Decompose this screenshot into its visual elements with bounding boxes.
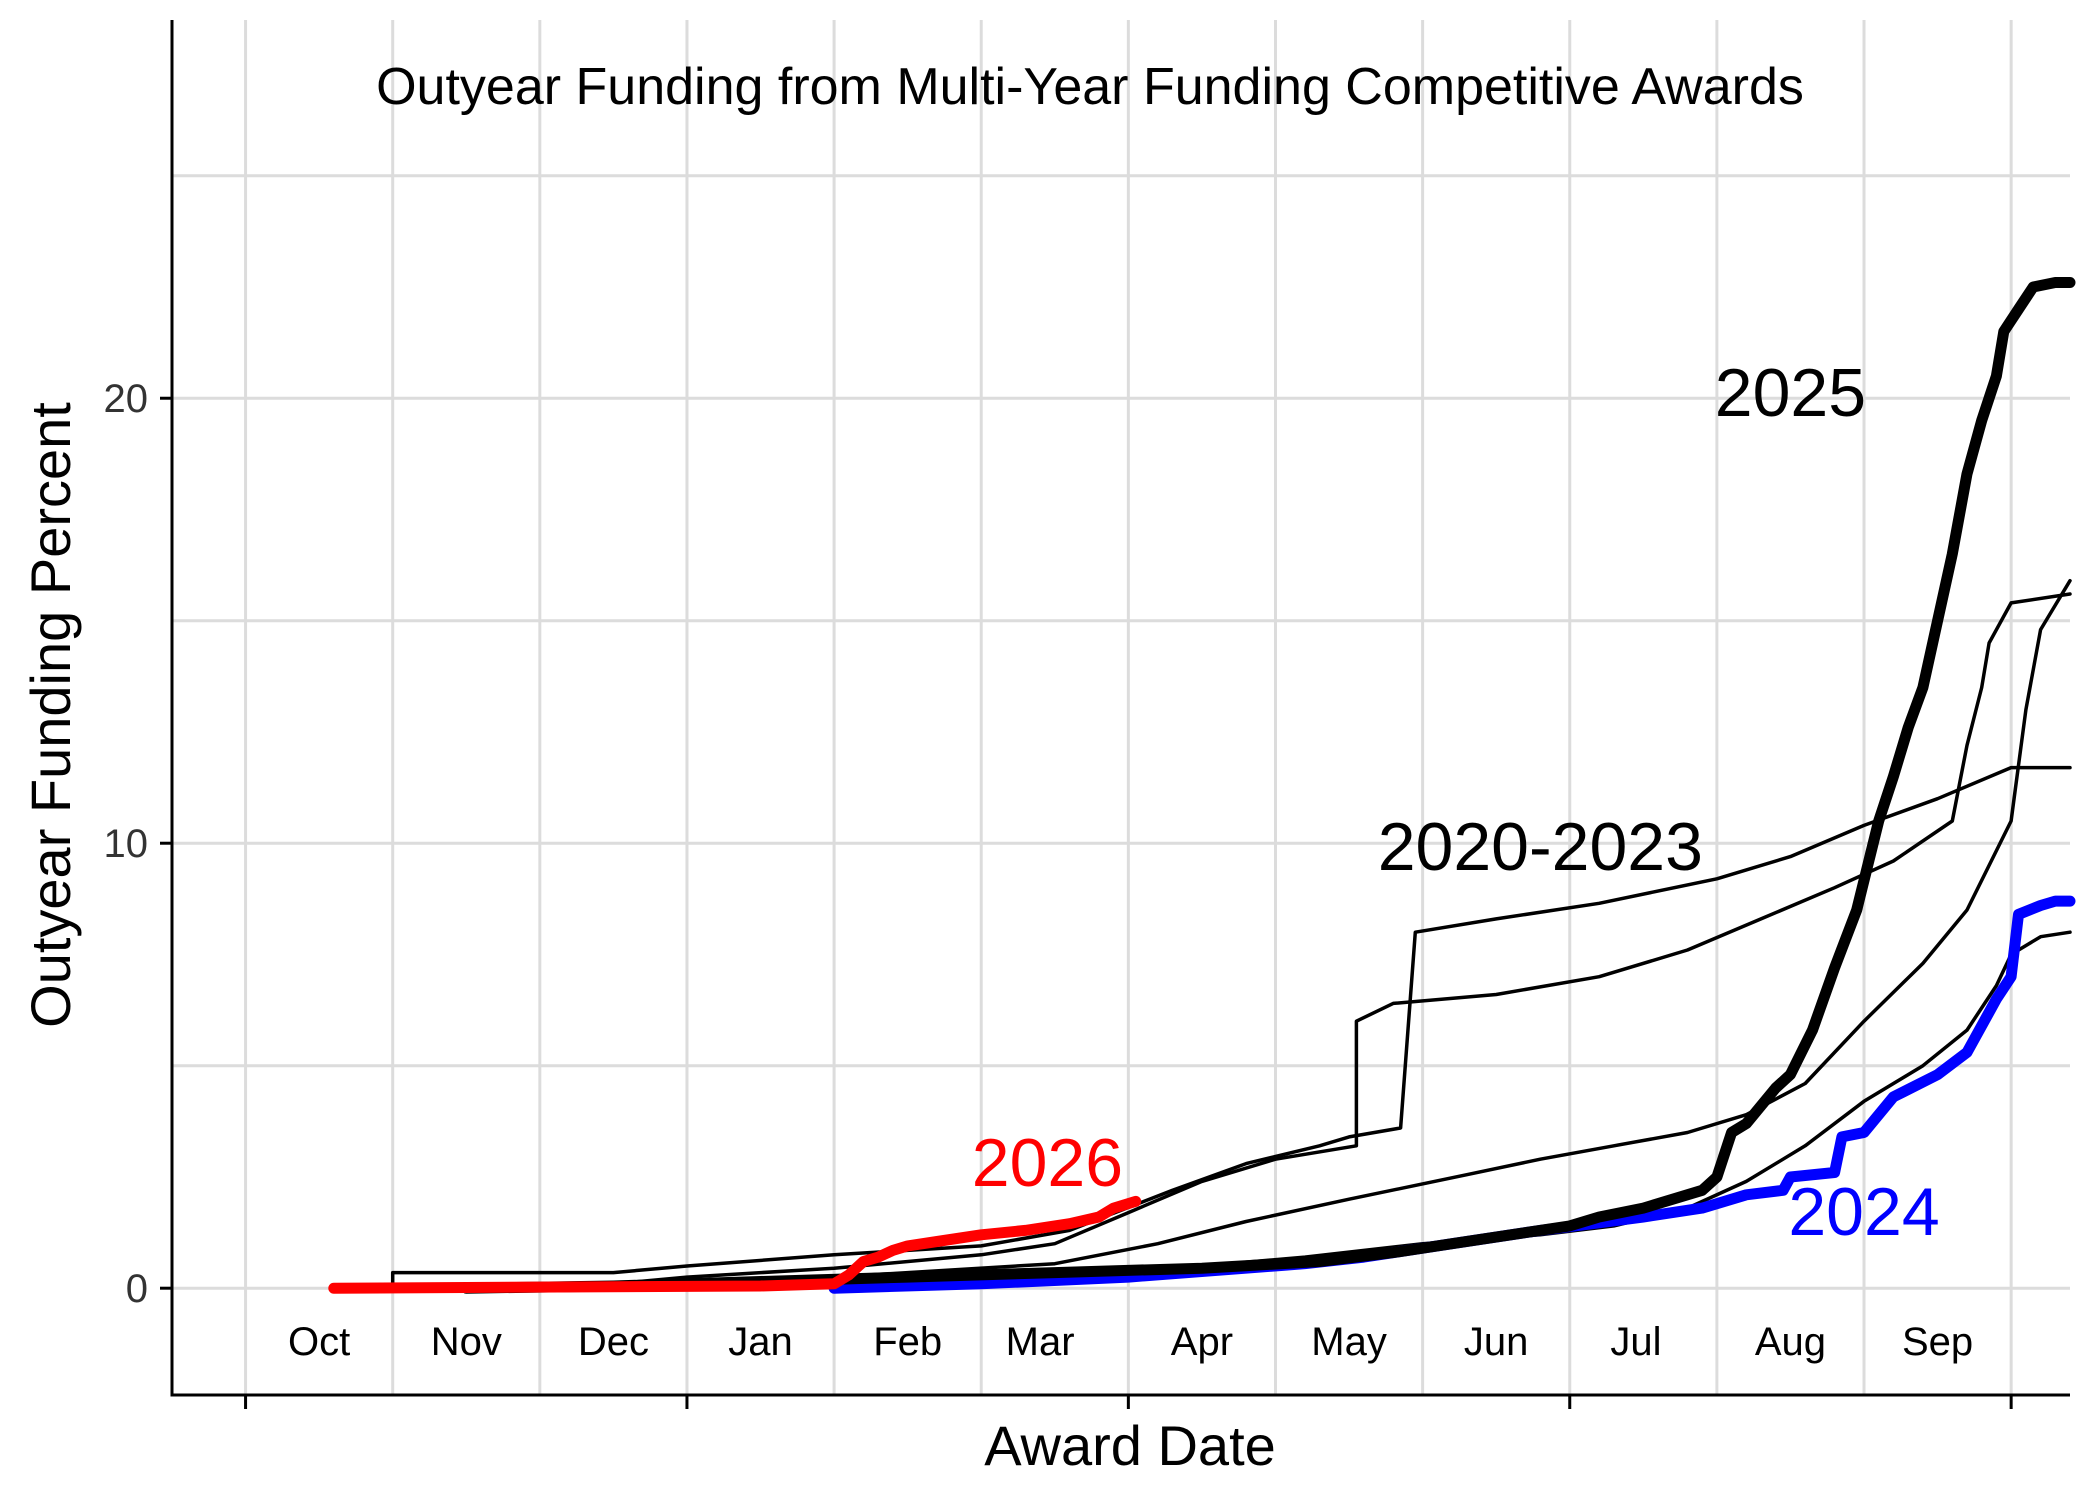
chart-title: Outyear Funding from Multi-Year Funding … <box>376 58 1804 116</box>
series-line-2020-2023 <box>464 592 2072 1290</box>
x-tick-label: Jan <box>728 1320 793 1364</box>
y-tick-label: 20 <box>104 377 149 421</box>
y-tick-label: 0 <box>126 1267 148 1311</box>
x-tick-label: May <box>1311 1320 1387 1364</box>
annotation-2024: 2024 <box>1788 1174 1939 1250</box>
x-tick-label: Mar <box>1006 1320 1075 1364</box>
annotation-2025: 2025 <box>1715 355 1866 431</box>
x-tick-label: Dec <box>578 1320 649 1364</box>
axes-frame <box>170 20 2070 1397</box>
series-line-2020-2023 <box>611 578 2072 1290</box>
y-axis-title: Outyear Funding Percent <box>19 402 82 1028</box>
x-tick-label: Aug <box>1755 1320 1826 1364</box>
annotation-2026: 2026 <box>972 1125 1123 1201</box>
x-tick-label: Oct <box>288 1320 350 1364</box>
tick-labels: 0 10 20 Oct Nov Dec Jan Feb Mar Apr May Jun Jul Aug Se… <box>104 377 2013 1409</box>
series-lines <box>328 277 2076 1294</box>
series-line-2025 <box>460 277 2076 1294</box>
y-tick-label: 10 <box>104 822 149 866</box>
grid-lines <box>172 20 2070 1395</box>
x-axis-title: Award Date <box>984 1414 1276 1477</box>
series-line-2026 <box>328 1195 1142 1294</box>
annotation-2020-2023: 2020-2023 <box>1378 809 1703 885</box>
x-tick-label: Apr <box>1171 1320 1233 1364</box>
x-tick-label: Nov <box>431 1320 502 1364</box>
x-tick-label: Sep <box>1902 1320 1973 1364</box>
x-tick-label: Jul <box>1610 1320 1661 1364</box>
axes <box>170 20 2070 1397</box>
series-line-2020-2023 <box>390 765 2072 1290</box>
series-annotations: 2025 2020-2023 2026 2024 <box>972 355 1940 1250</box>
x-tick-label: Jun <box>1464 1320 1529 1364</box>
x-tick-label: Feb <box>873 1320 942 1364</box>
